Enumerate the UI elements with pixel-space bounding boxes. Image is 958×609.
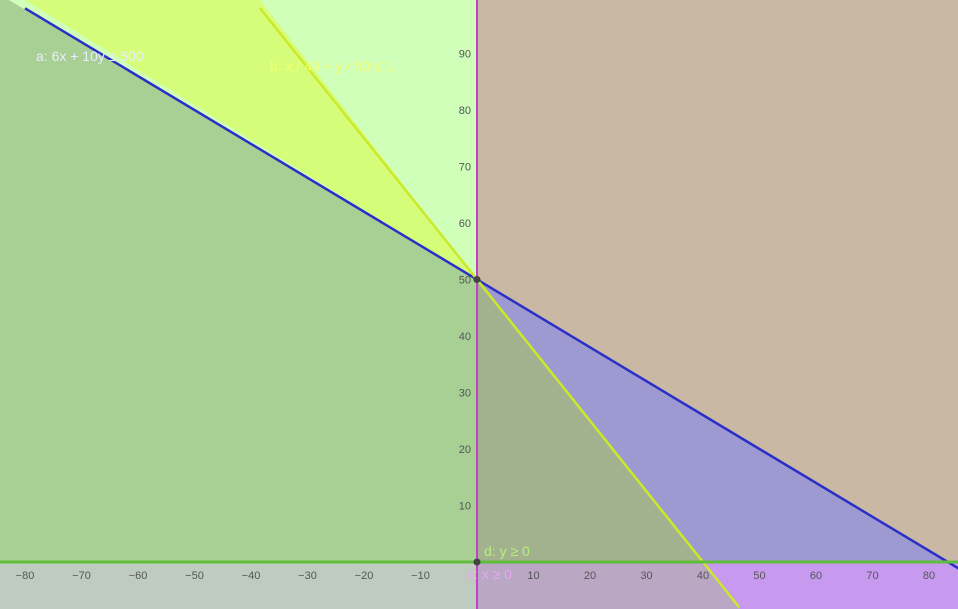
x-tick-label: −40 [242,570,261,582]
y-tick-label: 60 [459,218,471,230]
x-tick-label: 70 [866,570,878,582]
label-constraint-b: b: x / 40 + y / 50 ≤ 1 [270,58,393,74]
label-constraint-d: d: y ≥ 0 [484,543,530,559]
x-tick-label: 80 [923,570,935,582]
x-tick-label: −50 [185,570,204,582]
y-tick-label: 80 [459,105,471,117]
label-constraint-c: c: x ≥ 0 [467,566,512,582]
x-tick-label: 30 [640,570,652,582]
x-tick-label: 50 [753,570,765,582]
y-tick-label: 30 [459,388,471,400]
y-tick-label: 40 [459,331,471,343]
x-tick-label: −30 [298,570,317,582]
y-tick-label: 20 [459,444,471,456]
region-b-wedge [25,0,478,280]
y-tick-label: 90 [459,49,471,61]
axis-ticks: −80 −70 −60 −50 −40 −30 −20 −10 10 20 30 40 50 60 70 80… [16,49,935,583]
x-tick-label: −20 [355,570,374,582]
x-tick-label: −80 [16,570,35,582]
y-tick-label: 50 [459,275,471,287]
region-below-d-right [477,562,740,609]
region-a-and-b [0,0,477,562]
x-tick-label: 10 [527,570,539,582]
x-tick-label: −10 [411,570,430,582]
points [473,276,481,566]
point [473,276,481,283]
region-below-d-left [0,562,477,609]
x-tick-label: 20 [584,570,596,582]
region-below-d-far [703,562,958,609]
x-tick-label: 40 [697,570,709,582]
line-b [259,7,741,608]
constraint-labels: a: 6x + 10y ≤ 500 b: x / 40 + y / 50 ≤ 1… [36,48,530,582]
line-a [24,7,958,570]
x-tick-label: −60 [129,570,148,582]
x-tick-label: 60 [810,570,822,582]
y-tick-label: 10 [459,501,471,513]
y-tick-label: 70 [459,162,471,174]
label-constraint-a: a: 6x + 10y ≤ 500 [36,48,144,64]
x-tick-label: −70 [72,570,91,582]
point [473,558,481,566]
